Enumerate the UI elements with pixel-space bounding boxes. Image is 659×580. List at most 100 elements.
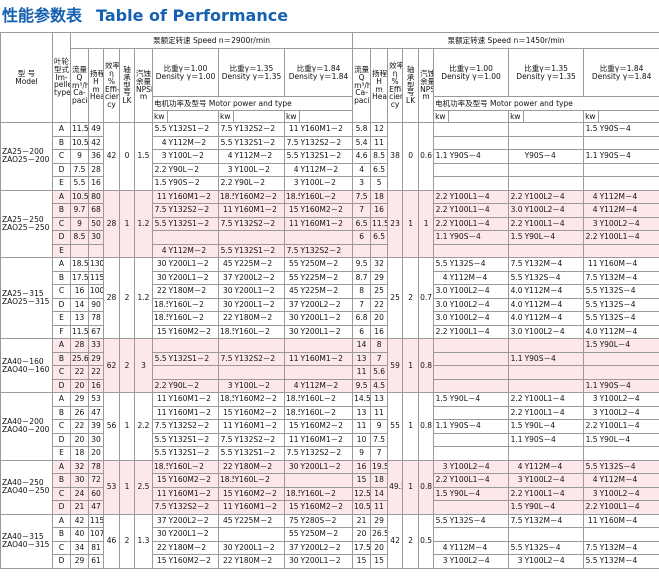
motor-type-cell: Y225M－2 bbox=[299, 284, 354, 299]
impeller-header-text: 型式 bbox=[54, 64, 69, 74]
kw-cell: 3.0 bbox=[433, 284, 449, 299]
head-cell-text: 29 bbox=[91, 353, 101, 363]
kw-cell-text: 15 bbox=[156, 475, 167, 485]
capacity-cell-text: 22 bbox=[74, 421, 85, 431]
head-cell-text: 100 bbox=[90, 286, 104, 296]
bearing-cell-text: 2 bbox=[124, 360, 130, 370]
motor-type-cell: Y200L1－2 bbox=[167, 527, 219, 542]
kw-header: kw bbox=[583, 110, 600, 123]
kw-cell: 3.0 bbox=[508, 203, 524, 218]
motor-type-cell-text: Y132S2－2 bbox=[300, 448, 342, 458]
npsh-cell: 1 bbox=[418, 189, 435, 258]
kw-cell-text: 18.5 bbox=[220, 475, 234, 485]
kw-cell: 4 bbox=[433, 540, 449, 555]
kw-cell: 5.5 bbox=[152, 351, 168, 366]
head-cell bbox=[370, 243, 389, 258]
bearing-cell: 1 bbox=[119, 189, 135, 258]
kw-cell: 4.0 bbox=[508, 311, 524, 326]
motor-type-cell-text: Y160M1－2 bbox=[300, 353, 343, 363]
motor-type-cell-text: Y112M－2 bbox=[300, 164, 339, 174]
bearing-cell-text: 0 bbox=[124, 151, 130, 161]
motor-type-cell-text: Y100L2－4 bbox=[524, 326, 565, 336]
motor-type-cell-text: Y200L1－2 bbox=[168, 272, 209, 282]
head-cell-text: 9 bbox=[376, 421, 382, 431]
capacity-cell: 17.5 bbox=[352, 540, 372, 555]
kw-cell-text: 4.0 bbox=[510, 286, 523, 296]
motor-type-cell: Y132S2－2 bbox=[233, 216, 285, 231]
head-cell: 19.5 bbox=[370, 459, 389, 474]
motor-type-cell: Y100L1－4 bbox=[523, 216, 585, 231]
impeller-cell-text: A bbox=[58, 259, 65, 269]
motor-type-cell-text: Y100L1－4 bbox=[449, 191, 490, 201]
impeller-cell: A bbox=[52, 122, 71, 137]
capacity-cell: 9 bbox=[70, 149, 89, 164]
kw-cell-text: 11 bbox=[288, 218, 299, 228]
impeller-cell: B bbox=[52, 405, 71, 420]
kw-cell-text: 2.2 bbox=[510, 488, 523, 498]
capacity-cell: 7 bbox=[352, 297, 372, 312]
capacity-cell: 7.5 bbox=[70, 162, 89, 177]
motor-type-cell: Y100L1－4 bbox=[523, 392, 585, 407]
motor-type-cell-text: Y100L1－4 bbox=[599, 421, 640, 431]
motor-type-cell-text: Y250M－2 bbox=[300, 529, 339, 539]
kw-cell-text: 7.5 bbox=[154, 205, 167, 215]
kw-cell: 22 bbox=[152, 284, 168, 299]
kw-cell: 11 bbox=[218, 203, 234, 218]
capacity-cell: 34 bbox=[70, 540, 89, 555]
density-header: 比重γ＝1.84 Density γ＝1.84 bbox=[583, 48, 659, 97]
efficiency-cell: 25 bbox=[387, 257, 404, 339]
kw-cell: 5.5 bbox=[583, 297, 599, 312]
kw-cell-text: 15 bbox=[222, 488, 233, 498]
impeller-cell: B bbox=[52, 473, 71, 488]
motor-type-cell: Y100L2－4 bbox=[448, 459, 510, 474]
motor-type-cell: Y132S－4 bbox=[523, 270, 585, 285]
capacity-cell: 5.5 bbox=[70, 176, 89, 191]
data-row: ZA40－160 ZAO40－160 A 28 33 62 2 3 14 8 59 1 0.8 1.5 Y9… bbox=[0, 338, 659, 393]
efficiency-header-text: cy bbox=[390, 100, 400, 110]
kw-cell: 5.5 bbox=[583, 284, 599, 299]
head-cell-text: 11 bbox=[374, 137, 384, 147]
motor-type-cell: Y100L1－4 bbox=[448, 189, 510, 204]
kw-cell: 11 bbox=[152, 405, 168, 420]
efficiency-cell-text: 49.5 bbox=[389, 482, 402, 492]
kw-cell: 11 bbox=[218, 500, 234, 515]
kw-cell-text: 4 bbox=[293, 164, 299, 174]
motor-type-cell-text: Y90L－4 bbox=[599, 340, 631, 350]
head-cell: 90 bbox=[88, 297, 104, 312]
kw-cell bbox=[508, 162, 524, 177]
density-header-text: 比重γ＝1.35 bbox=[229, 63, 274, 73]
head-cell-text: 49 bbox=[91, 124, 101, 134]
motor-type-cell-text: Y90L－4 bbox=[524, 502, 556, 512]
kw-cell-text: 3 bbox=[517, 475, 523, 485]
capacity-cell-text: 11 bbox=[356, 367, 367, 377]
kw-cell bbox=[218, 230, 234, 245]
kw-cell-text: 3.0 bbox=[435, 299, 448, 309]
kw-cell-text: 5.5 bbox=[220, 137, 233, 147]
capacity-cell: 9 bbox=[70, 216, 89, 231]
kw-cell: 3 bbox=[508, 473, 524, 488]
bearing-cell: 1 bbox=[402, 392, 420, 461]
head-cell: 6.5 bbox=[370, 162, 389, 177]
motor-type-cell-text: Y90L－2 bbox=[168, 380, 200, 390]
npsh-cell-text: 2.5 bbox=[137, 482, 150, 492]
kw-cell: 7.5 bbox=[218, 216, 234, 231]
kw-cell-text: 4 bbox=[592, 205, 598, 215]
head-cell: 36 bbox=[88, 149, 104, 164]
impeller-cell: B bbox=[52, 527, 71, 542]
motor-type-cell: Y200L1－2 bbox=[299, 459, 354, 474]
kw-cell-text: 18.5 bbox=[154, 461, 168, 471]
kw-cell-text: 2.2 bbox=[435, 205, 448, 215]
motor-type-cell-text: Y160M1－2 bbox=[168, 191, 211, 201]
capacity-cell-text: 22 bbox=[74, 367, 85, 377]
kw-cell: 11 bbox=[152, 189, 168, 204]
capacity-cell-text: 16 bbox=[74, 286, 85, 296]
motor-type-cell-text: Y160M2－2 bbox=[234, 394, 277, 404]
kw-cell-text: 7.5 bbox=[220, 434, 233, 444]
kw-cell bbox=[508, 122, 524, 137]
motor-type-cell: Y132S－4 bbox=[598, 311, 659, 326]
capacity-cell: 4.6 bbox=[352, 149, 372, 164]
motor-type-cell: Y90L－4 bbox=[448, 392, 510, 407]
head-cell-text: 11.5 bbox=[372, 218, 388, 228]
